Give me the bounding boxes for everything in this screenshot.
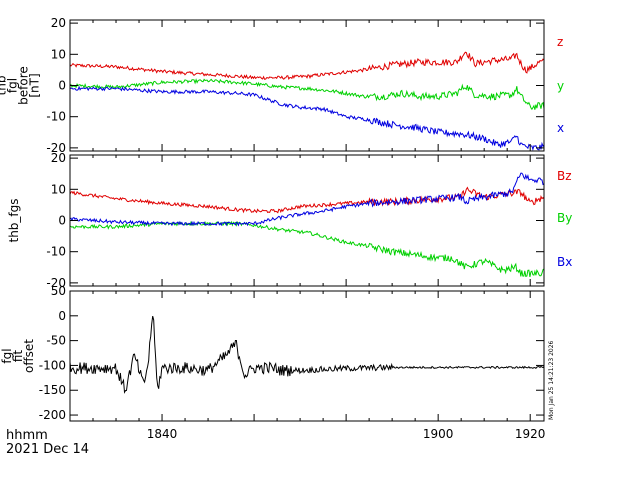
date-axis-label: 2021 Dec 14 bbox=[6, 442, 89, 457]
legend-x: x bbox=[557, 121, 564, 135]
y-tick-label: 10 bbox=[51, 182, 66, 196]
x-tick-label: 1900 bbox=[423, 427, 454, 441]
y-axis-label-line: fit bbox=[11, 350, 25, 363]
y-tick-label: -20 bbox=[46, 276, 66, 290]
y-axis-label-line: thb_fgs bbox=[7, 198, 21, 242]
series-line-offset bbox=[69, 315, 545, 394]
y-tick-label: -200 bbox=[39, 408, 66, 422]
y-axis-label-line: fgl bbox=[6, 78, 20, 93]
x-tick-label: 1840 bbox=[147, 427, 178, 441]
y-axis-label-line: before bbox=[17, 66, 31, 105]
y-axis-label-line: thb bbox=[0, 76, 9, 96]
legend-Bx: Bx bbox=[557, 255, 572, 269]
y-axis-label-line: [nT] bbox=[28, 73, 42, 97]
y-tick-label: -150 bbox=[39, 383, 66, 397]
y-tick-label: -50 bbox=[46, 334, 66, 348]
series-line-z bbox=[69, 51, 545, 80]
y-tick-label: 10 bbox=[51, 47, 66, 61]
y-axis-label-line: offset bbox=[22, 339, 36, 373]
panels-group: zyx-20-1001020thbfglbefore[nT]BzByBx-20-… bbox=[0, 16, 572, 441]
timestamp-label: Mon Jan 25 14:21:23 2026 bbox=[548, 340, 555, 420]
y-tick-label: 20 bbox=[51, 16, 66, 30]
y-tick-label: 0 bbox=[58, 214, 66, 228]
series-line-Bx bbox=[69, 172, 545, 227]
series-line-y bbox=[69, 78, 545, 111]
panel-2: Bz By Bx -20 -10 0 10 20 thb_fgs bbox=[7, 151, 572, 290]
legend-z: z bbox=[557, 35, 563, 49]
panel-3: -200 -150 -100 -50 0 50 1840 1900 1920 fglfitoffs… bbox=[0, 284, 545, 441]
y-tick-label: -10 bbox=[46, 245, 66, 259]
legend-Bz: Bz bbox=[557, 169, 572, 183]
y-tick-label: 0 bbox=[58, 309, 66, 323]
y-tick-label: -20 bbox=[46, 141, 66, 155]
panel-frame bbox=[69, 290, 545, 422]
y-tick-label: -10 bbox=[46, 110, 66, 124]
series-line-Bz bbox=[69, 186, 545, 214]
y-tick-label: 50 bbox=[51, 284, 66, 298]
y-tick-label: -100 bbox=[39, 358, 66, 372]
x-tick-label: 1920 bbox=[515, 427, 546, 441]
series-line-x bbox=[69, 85, 545, 152]
time-axis-label: hhmm bbox=[6, 428, 48, 443]
y-axis-label-line: fgl bbox=[0, 348, 14, 363]
series-line-By bbox=[69, 220, 545, 278]
legend-y: y bbox=[557, 79, 564, 93]
y-tick-label: 0 bbox=[58, 79, 66, 93]
legend-By: By bbox=[557, 211, 572, 225]
y-tick-label: 20 bbox=[51, 151, 66, 165]
